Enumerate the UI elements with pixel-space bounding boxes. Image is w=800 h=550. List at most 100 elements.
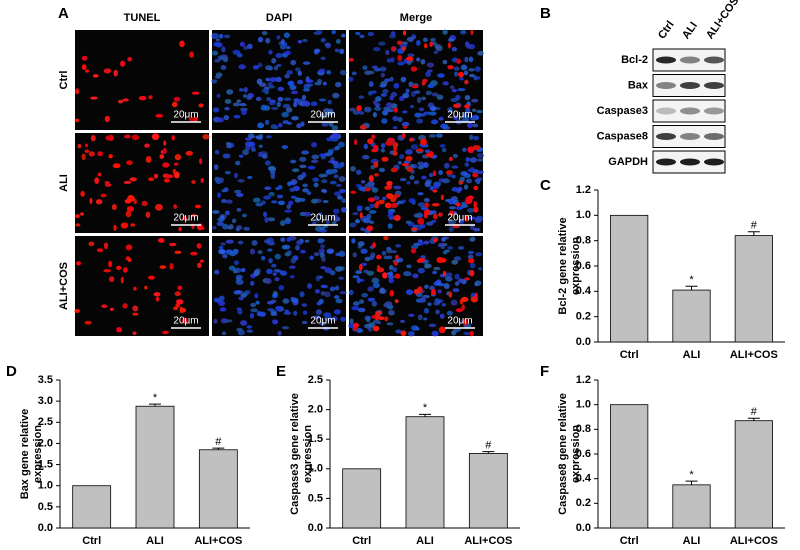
nucleus [286,70,294,75]
nucleus [280,39,285,45]
tunel-spot [145,211,151,218]
nucleus [299,291,305,298]
nucleus [218,249,226,254]
tunel-spot [371,315,377,319]
nucleus [447,107,452,112]
panel-letter: B [540,5,551,22]
nucleus [224,170,231,175]
tunel-spot [108,154,113,159]
column-label: DAPI [266,12,292,24]
nucleus [459,76,464,81]
nucleus [250,308,259,313]
y-tick-label: 1.0 [576,399,591,411]
nucleus [388,34,396,39]
nucleus [443,283,450,289]
nucleus [400,319,406,323]
tunel-spot [463,318,468,326]
micrograph: 20μm [212,235,347,336]
nucleus [319,153,326,157]
nucleus [285,107,293,113]
nucleus [333,295,340,300]
nucleus [241,109,247,116]
nucleus [442,178,450,184]
y-tick-label: 1.0 [308,463,323,475]
nucleus [436,300,441,304]
nucleus [213,318,218,324]
tunel-spot [75,223,81,227]
nucleus [265,278,272,285]
blot-band [656,133,676,140]
tunel-spot [474,292,478,300]
nucleus [367,297,376,302]
tunel-spot [188,117,196,122]
nucleus [217,55,224,61]
nucleus [432,270,437,275]
blot-band [656,56,676,64]
nucleus [407,53,415,58]
nucleus [331,221,337,226]
nucleus [232,268,238,274]
protein-label: Caspase8 [597,130,648,142]
tunel-spot [376,254,382,260]
nucleus [221,46,226,53]
tunel-spot [103,242,109,250]
y-tick-label: 1.5 [308,433,323,445]
tunel-spot [393,214,401,221]
nucleus [253,270,259,277]
tunel-spot [81,153,86,161]
nucleus [326,70,332,75]
nucleus [379,287,385,294]
nucleus [267,248,273,252]
tunel-spot [177,285,183,291]
nucleus [284,309,289,313]
tunel-spot [151,133,160,141]
nucleus [360,180,366,184]
nucleus [368,81,374,88]
nucleus [220,318,228,324]
significance-label: # [485,440,492,452]
nucleus [331,132,339,138]
nucleus [286,204,292,210]
y-tick-label: 0.2 [576,311,591,323]
nucleus [440,123,449,129]
nucleus [468,216,477,220]
tunel-spot [455,202,461,207]
tunel-spot [420,138,427,146]
tunel-spot [381,156,389,162]
nucleus [349,318,354,325]
tunel-spot [147,275,155,280]
tunel-spot [174,291,181,297]
tunel-spot [448,291,453,298]
nucleus [293,310,298,316]
nucleus [451,174,456,179]
y-tick-label: 1.0 [576,209,591,221]
nucleus [385,102,393,108]
nucleus [277,200,286,206]
nucleus [401,199,407,203]
nucleus [301,94,307,101]
significance-label: # [751,406,758,418]
tunel-spot [81,55,88,61]
tunel-spot [473,206,479,213]
nucleus [413,213,420,218]
nucleus [331,125,339,131]
nucleus [385,49,390,56]
nucleus [468,68,475,72]
tunel-spot [84,143,89,148]
tunel-spot [120,276,124,284]
tunel-spot [197,262,202,269]
nucleus [465,157,470,162]
nucleus [291,115,299,121]
nucleus [387,210,394,216]
tunel-spot [350,190,357,194]
tunel-spot [178,226,182,232]
x-tick-label: ALI+COS [194,535,242,547]
nucleus [447,246,454,250]
nucleus [289,84,297,91]
tunel-spot [92,74,99,78]
nucleus [265,37,271,44]
nucleus [438,282,445,287]
nucleus [375,96,382,102]
nucleus [267,67,273,71]
